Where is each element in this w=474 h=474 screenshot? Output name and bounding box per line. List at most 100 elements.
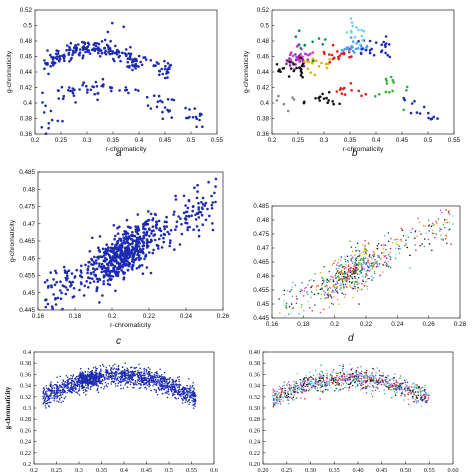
data-point [310, 291, 313, 293]
data-point [350, 246, 353, 248]
data-point [445, 209, 447, 211]
data-point [81, 56, 84, 60]
data-point [69, 378, 71, 380]
data-point [164, 64, 167, 68]
data-point [91, 277, 94, 281]
data-point [350, 374, 353, 377]
data-point [94, 371, 96, 373]
data-point [330, 381, 333, 384]
data-point [146, 372, 148, 375]
data-point [170, 388, 173, 391]
data-point [49, 271, 52, 274]
data-point [100, 386, 102, 389]
data-point [283, 289, 286, 292]
data-point [341, 292, 343, 295]
data-point [360, 377, 362, 380]
data-point [278, 385, 281, 388]
data-point [111, 50, 115, 53]
data-point [357, 263, 360, 265]
y-tick-label: 0.36 [249, 371, 260, 378]
data-point [46, 390, 48, 392]
data-point [300, 71, 304, 75]
data-point [362, 244, 364, 246]
data-point [136, 253, 139, 256]
data-point [366, 269, 369, 271]
data-point [358, 259, 360, 262]
data-point [133, 234, 137, 238]
data-point [63, 386, 65, 389]
data-point [436, 223, 438, 225]
data-point [335, 372, 338, 374]
data-point [190, 214, 193, 217]
data-point [297, 385, 300, 388]
data-point [98, 374, 101, 376]
data-point [444, 222, 446, 224]
data-point [107, 48, 110, 51]
data-point [272, 396, 275, 399]
data-point [303, 60, 306, 63]
data-point [292, 98, 296, 101]
data-point [414, 391, 417, 393]
data-point [155, 391, 157, 393]
x-tick-label: 0.18 [69, 313, 82, 320]
data-point [293, 380, 295, 383]
data-point [383, 251, 385, 254]
data-point [93, 255, 96, 259]
data-point [102, 365, 105, 368]
data-point [185, 116, 188, 120]
data-point [347, 275, 349, 278]
data-point [59, 393, 62, 395]
data-point [100, 262, 104, 266]
data-point [326, 62, 330, 66]
data-point [332, 280, 335, 282]
data-point [393, 390, 396, 393]
data-point [78, 88, 81, 91]
data-point [198, 114, 202, 117]
data-point [276, 400, 278, 402]
data-point [341, 379, 343, 382]
data-point [162, 236, 165, 240]
data-point [191, 399, 193, 402]
data-point [362, 279, 364, 281]
data-point [161, 392, 164, 395]
data-point [288, 305, 291, 308]
data-point [349, 240, 351, 243]
data-point [50, 381, 52, 383]
data-point [180, 393, 182, 395]
data-point [355, 42, 359, 45]
data-point [127, 372, 129, 374]
data-point [357, 40, 360, 43]
data-point [349, 36, 353, 39]
data-point [401, 229, 404, 231]
data-point [147, 218, 151, 222]
data-point [128, 226, 131, 229]
data-point [100, 374, 103, 376]
data-point [130, 237, 133, 241]
data-point [76, 380, 78, 383]
data-point [424, 384, 426, 387]
data-point [214, 200, 217, 204]
data-point [68, 388, 70, 390]
data-point [310, 384, 312, 386]
data-point [388, 90, 391, 94]
data-point [143, 56, 147, 59]
data-point [406, 388, 409, 390]
data-point [82, 45, 86, 48]
y-tick-label: 0.36 [20, 131, 33, 138]
data-point [70, 272, 74, 275]
data-point [127, 251, 131, 254]
data-point [399, 386, 401, 388]
data-point [52, 293, 55, 296]
data-point [44, 305, 48, 309]
data-point [382, 380, 384, 382]
data-point [389, 255, 391, 258]
data-point [45, 400, 47, 403]
data-point [341, 375, 343, 377]
data-point [158, 376, 160, 379]
data-point [141, 371, 143, 373]
data-point [105, 366, 107, 369]
data-point [65, 48, 68, 52]
data-point [395, 381, 397, 384]
data-point [77, 375, 80, 377]
y-tick-label: 0.38 [20, 360, 31, 367]
